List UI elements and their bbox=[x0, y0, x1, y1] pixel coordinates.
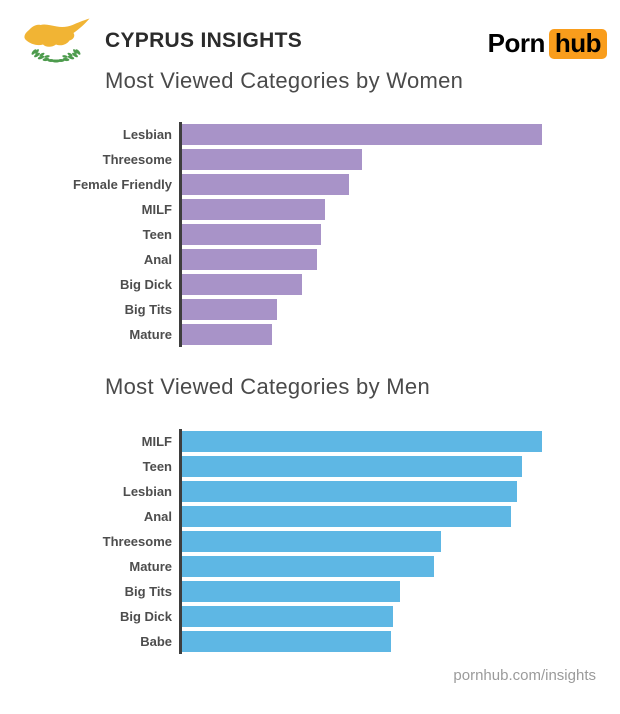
bar-teen bbox=[182, 224, 321, 245]
brand-title: CYPRUS INSIGHTS bbox=[105, 29, 303, 52]
chart-row: Babe bbox=[0, 629, 620, 654]
bar-track bbox=[179, 322, 272, 347]
category-label: Big Dick bbox=[119, 609, 172, 624]
chart-row: Threesome bbox=[0, 529, 620, 554]
bar-track bbox=[179, 629, 391, 654]
bar-teen bbox=[182, 456, 522, 477]
bar-track bbox=[179, 604, 393, 629]
bar-track bbox=[179, 479, 517, 504]
bar-big-tits bbox=[182, 581, 400, 602]
chart-row: Big Tits bbox=[0, 297, 620, 322]
chart-row: Big Dick bbox=[0, 604, 620, 629]
bar-threesome bbox=[182, 531, 442, 552]
chart-title-men: Most Viewed Categories by Men bbox=[105, 374, 431, 399]
category-label: Mature bbox=[129, 327, 172, 342]
category-label: Female Friendly bbox=[73, 177, 172, 192]
category-label: Threesome bbox=[102, 534, 172, 549]
chart-title-women: Most Viewed Categories by Women bbox=[105, 68, 464, 93]
chart-row: MILF bbox=[0, 197, 620, 222]
category-label: Threesome bbox=[102, 152, 172, 167]
category-label: Teen bbox=[142, 227, 172, 242]
bar-track bbox=[179, 272, 302, 297]
bar-track bbox=[179, 454, 522, 479]
bar-female-friendly bbox=[182, 174, 349, 195]
category-label: MILF bbox=[141, 202, 172, 217]
flag-olive-branches bbox=[31, 49, 81, 63]
bar-mature bbox=[182, 324, 272, 345]
bar-anal bbox=[182, 249, 317, 270]
category-label: Anal bbox=[143, 252, 172, 267]
category-label: Anal bbox=[143, 509, 172, 524]
bar-track bbox=[179, 579, 400, 604]
chart-row: Teen bbox=[0, 454, 620, 479]
logo-part-porn: Porn bbox=[487, 28, 546, 58]
bar-threesome bbox=[182, 149, 362, 170]
bar-track bbox=[179, 147, 362, 172]
chart-row: Lesbian bbox=[0, 479, 620, 504]
category-label: Teen bbox=[142, 459, 172, 474]
category-label: Big Tits bbox=[124, 302, 172, 317]
cyprus-flag-icon bbox=[17, 10, 95, 68]
chart-row: Threesome bbox=[0, 147, 620, 172]
chart-row: Teen bbox=[0, 222, 620, 247]
bar-track bbox=[179, 297, 278, 322]
bar-big-dick bbox=[182, 606, 393, 627]
bar-milf bbox=[182, 431, 542, 452]
bar-lesbian bbox=[182, 481, 517, 502]
bar-milf bbox=[182, 199, 325, 220]
bar-track bbox=[179, 222, 321, 247]
category-label: Babe bbox=[140, 634, 172, 649]
bar-track bbox=[179, 529, 442, 554]
footer-url: pornhub.com/insights bbox=[453, 667, 596, 684]
bar-track bbox=[179, 429, 542, 454]
flag-island-shape bbox=[24, 18, 90, 47]
chart-row: Anal bbox=[0, 504, 620, 529]
category-label: Lesbian bbox=[122, 127, 172, 142]
chart-row: Female Friendly bbox=[0, 172, 620, 197]
chart-row: Big Dick bbox=[0, 272, 620, 297]
bar-chart-women: Lesbian Threesome Female Friendly MILF Teen A… bbox=[0, 122, 620, 347]
bar-mature bbox=[182, 556, 434, 577]
chart-row: Mature bbox=[0, 554, 620, 579]
bar-track bbox=[179, 172, 349, 197]
bar-babe bbox=[182, 631, 391, 652]
category-label: Lesbian bbox=[122, 484, 172, 499]
chart-row: Mature bbox=[0, 322, 620, 347]
bar-track bbox=[179, 554, 434, 579]
chart-row: MILF bbox=[0, 429, 620, 454]
chart-row: Lesbian bbox=[0, 122, 620, 147]
chart-row: Big Tits bbox=[0, 579, 620, 604]
category-label: Mature bbox=[129, 559, 172, 574]
bar-track bbox=[179, 504, 511, 529]
bar-big-dick bbox=[182, 274, 302, 295]
bar-track bbox=[179, 197, 325, 222]
chart-row: Anal bbox=[0, 247, 620, 272]
category-label: Big Tits bbox=[124, 584, 172, 599]
bar-track bbox=[179, 122, 542, 147]
bar-big-tits bbox=[182, 299, 278, 320]
logo-part-hub: hub bbox=[548, 28, 607, 59]
bar-track bbox=[179, 247, 317, 272]
category-label: Big Dick bbox=[119, 277, 172, 292]
pornhub-logo: Porn hub bbox=[488, 28, 607, 59]
category-label: MILF bbox=[141, 434, 172, 449]
bar-lesbian bbox=[182, 124, 542, 145]
bar-anal bbox=[182, 506, 511, 527]
bar-chart-men: MILF Teen Lesbian Anal Threesome Mature Big Ti… bbox=[0, 429, 620, 654]
